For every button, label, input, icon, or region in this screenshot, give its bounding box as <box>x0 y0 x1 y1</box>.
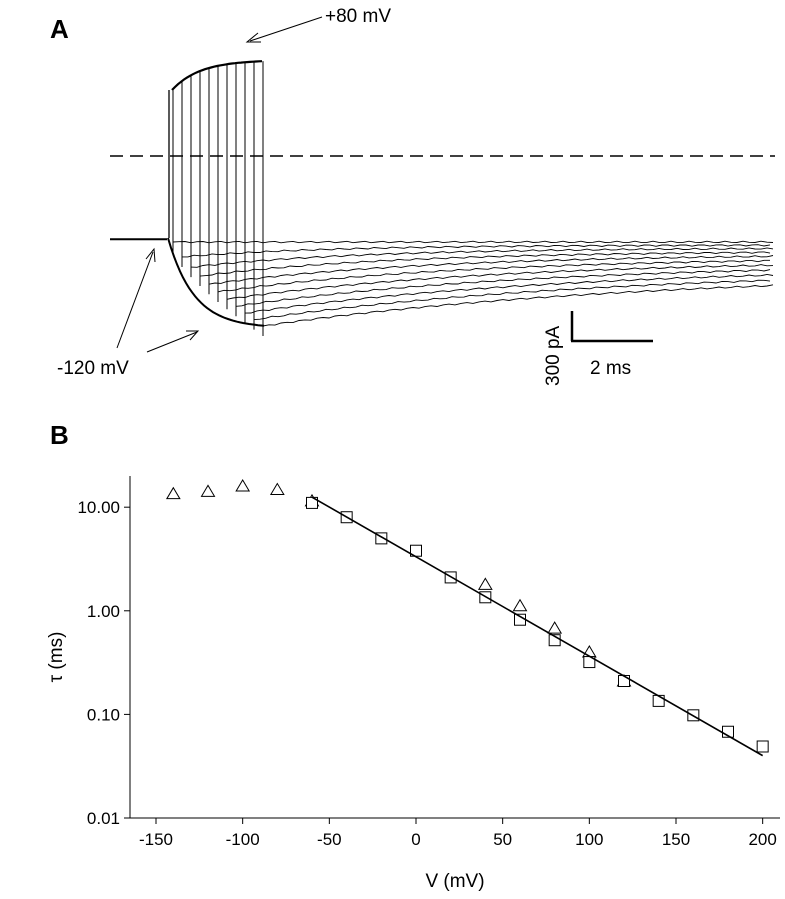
tail-trace <box>262 284 774 327</box>
x-axis-title: V (mV) <box>425 871 484 892</box>
x-tick-label: -150 <box>139 830 173 849</box>
tail-trace <box>199 251 771 277</box>
arrow-minus120-lower <box>146 331 198 353</box>
y-tick-label: 1.00 <box>87 602 120 621</box>
panel-a: A +80 mV -120 mV 300 pA 2 ms <box>50 6 775 386</box>
square-point <box>375 532 388 545</box>
tail-trace <box>208 255 774 285</box>
triangle-point <box>235 479 251 492</box>
x-tick-label: 200 <box>748 830 776 849</box>
tail-trace <box>172 240 774 244</box>
scale-bar: 300 pA 2 ms <box>543 311 653 386</box>
panel-b: B 0.01 0.10 1.00 10.00 -150 -100 -50 0 50 100 150… <box>46 420 780 892</box>
square-point <box>652 694 665 707</box>
current-traces <box>110 60 774 336</box>
square-point <box>756 740 769 753</box>
y-axis-title: τ (ms) <box>46 632 67 683</box>
outward-envelope <box>171 60 263 91</box>
y-tick-label: 10.00 <box>77 498 120 517</box>
panel-b-label: B <box>50 420 69 450</box>
scale-time-label: 2 ms <box>590 358 631 379</box>
arrowhead-plus80 <box>245 32 261 43</box>
arrowhead-minus120-upper <box>145 247 156 263</box>
annotation-minus120: -120 mV <box>57 358 129 379</box>
triangle-point <box>269 482 285 496</box>
arrow-minus120-upper <box>116 251 154 349</box>
x-tick-label: 100 <box>575 830 603 849</box>
triangle-point <box>165 486 181 500</box>
tail-trace <box>190 247 774 268</box>
tail-trace <box>244 273 774 314</box>
scale-current-label: 300 pA <box>543 325 564 386</box>
inward-envelope <box>167 237 265 327</box>
x-tick-label: 150 <box>662 830 690 849</box>
x-tick-label: -100 <box>226 830 260 849</box>
triangle-point <box>200 484 216 497</box>
arrowhead-minus120-lower <box>186 330 200 341</box>
tail-trace <box>217 259 770 293</box>
fit-line <box>311 496 764 757</box>
triangle-point <box>477 577 493 590</box>
triangle-point <box>512 598 528 612</box>
x-tick-label: 0 <box>411 830 420 849</box>
x-tick-label: 50 <box>493 830 512 849</box>
annotation-plus80: +80 mV <box>325 6 391 27</box>
square-point <box>618 675 630 688</box>
x-axis-ticks: -150 -100 -50 0 50 100 150 200 <box>139 818 777 849</box>
panel-a-label: A <box>50 14 69 44</box>
x-tick-label: -50 <box>317 830 342 849</box>
tail-trace <box>235 269 771 307</box>
tail-trace <box>253 279 771 321</box>
triangle-point <box>547 621 563 634</box>
tail-trace <box>182 244 771 258</box>
y-axis-ticks: 0.01 0.10 1.00 10.00 <box>77 498 130 828</box>
plot-area <box>165 479 769 757</box>
y-tick-label: 0.01 <box>87 809 120 828</box>
tail-trace <box>226 264 774 300</box>
plot-axes: 0.01 0.10 1.00 10.00 -150 -100 -50 0 50 100 150 20… <box>46 476 780 892</box>
y-tick-label: 0.10 <box>87 705 120 724</box>
arrow-plus80 <box>249 16 323 42</box>
